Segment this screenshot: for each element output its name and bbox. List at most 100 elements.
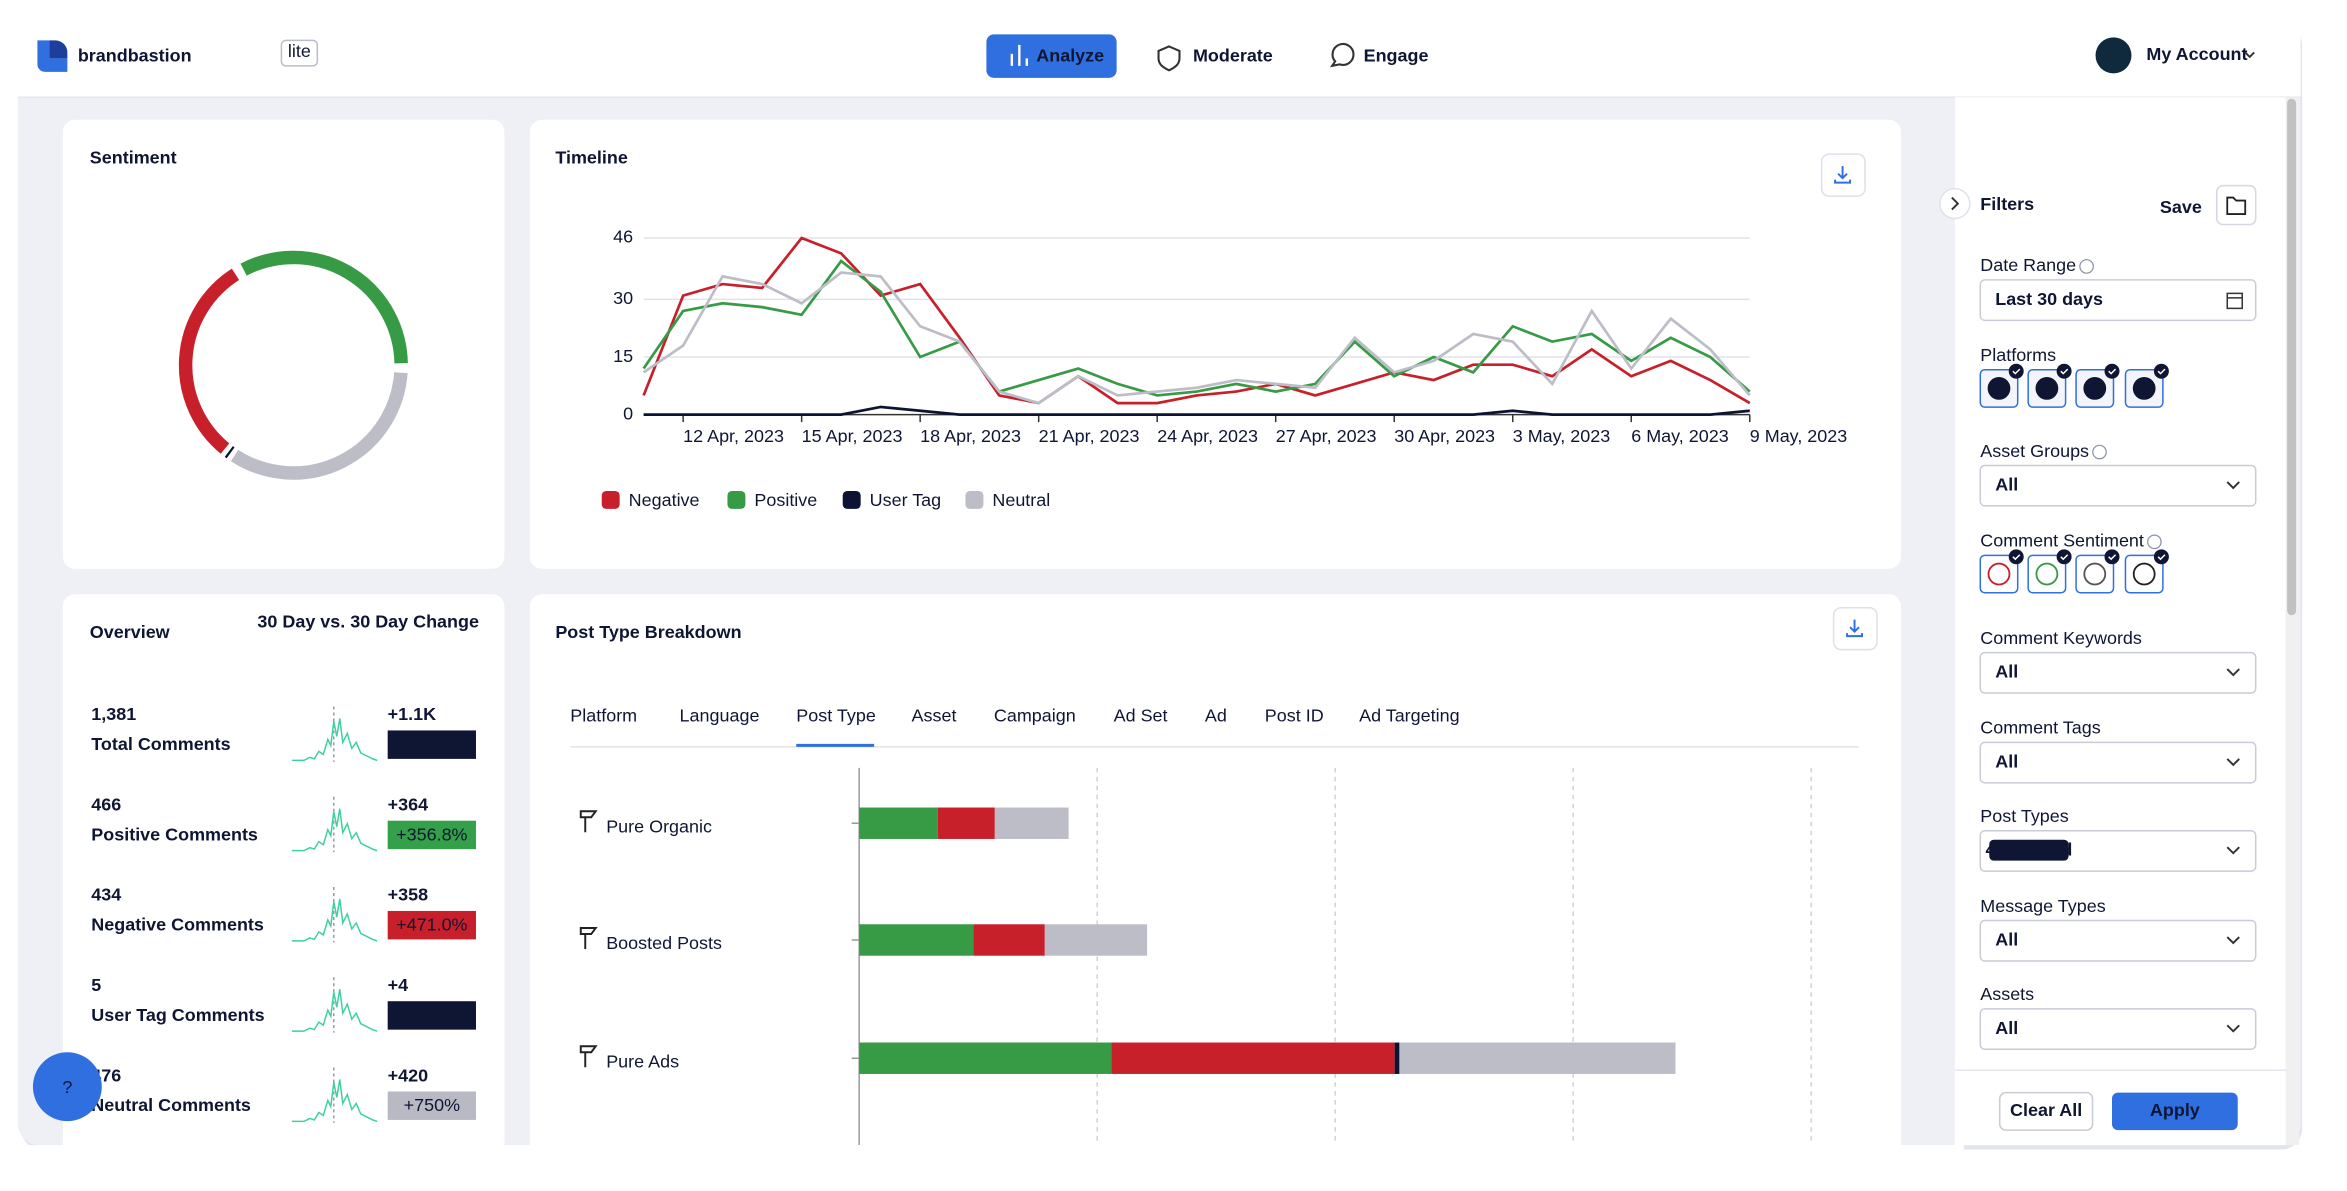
stat-label: Neutral Comments xyxy=(91,1095,251,1115)
legend-swatch xyxy=(842,490,861,509)
breakdown-tab[interactable]: Ad Set xyxy=(1114,706,1168,726)
option-check xyxy=(2104,549,2120,565)
sparkline xyxy=(291,808,378,852)
legend-swatch xyxy=(601,490,620,509)
folder-btn[interactable] xyxy=(2216,184,2257,226)
bar-segment xyxy=(859,807,938,839)
option-toggle[interactable] xyxy=(2027,554,2067,594)
nav-tab[interactable]: Analyze xyxy=(1036,46,1104,66)
field-label: Comment Keywords xyxy=(1980,628,2142,648)
stat-value: 434 xyxy=(91,885,121,905)
filters-panel xyxy=(1954,97,2286,1146)
stat-value: 5 xyxy=(91,975,101,995)
breakdown-tab[interactable]: Campaign xyxy=(994,706,1076,726)
field-label: Post Types xyxy=(1980,806,2069,826)
post-icon xyxy=(579,1045,598,1068)
breakdown-tab[interactable]: Ad xyxy=(1205,706,1227,726)
help-button[interactable] xyxy=(32,1052,102,1122)
breakdown-tab[interactable]: Platform xyxy=(570,706,637,726)
stat-change: +364 xyxy=(388,794,428,814)
check xyxy=(2012,554,2021,561)
collapse-btn[interactable] xyxy=(1939,187,1971,220)
clear-btn[interactable] xyxy=(1998,1091,2094,1131)
bar-segment xyxy=(937,807,995,839)
field-box[interactable] xyxy=(1979,919,2257,962)
help-icon xyxy=(2147,534,2162,550)
field-label: Assets xyxy=(1980,984,2034,1004)
breakdown-tab[interactable]: Post Type xyxy=(796,706,876,726)
field-label: Platforms xyxy=(1980,345,2056,365)
option-toggle[interactable] xyxy=(1979,554,2019,594)
field-value: 4 selected xyxy=(1986,840,2073,860)
help-label[interactable]: ? xyxy=(62,1077,72,1097)
donut-segment xyxy=(230,372,408,480)
x-tick-label: 12 Apr, 2023 xyxy=(683,426,784,446)
breakdown-tab[interactable]: Post ID xyxy=(1265,706,1324,726)
stat-percent: +750% xyxy=(404,1095,460,1115)
check xyxy=(2060,554,2069,561)
option-icon xyxy=(2083,562,2107,586)
series-line xyxy=(642,259,1751,397)
pill xyxy=(1989,839,2069,861)
stat-percent: +471.0% xyxy=(396,915,467,935)
tab-icon xyxy=(1010,44,1029,66)
card-title: Post Type Breakdown xyxy=(555,622,741,642)
logo: brandbastion xyxy=(78,46,192,66)
option-icon xyxy=(2035,562,2059,586)
help-icon xyxy=(2079,259,2094,274)
bar-segment xyxy=(994,807,1069,839)
field-box[interactable] xyxy=(1979,741,2257,784)
post-icon xyxy=(579,927,598,949)
chevron xyxy=(2226,481,2240,490)
x-tick-label: 3 May, 2023 xyxy=(1513,426,1610,446)
bar-segment xyxy=(1111,1042,1395,1074)
x-tick-label: 6 May, 2023 xyxy=(1631,426,1728,446)
field-value: All xyxy=(1995,474,2018,494)
bar-segment xyxy=(859,924,974,956)
nav-tab[interactable]: Engage xyxy=(1364,46,1429,66)
field-label: Date Range xyxy=(1980,255,2076,275)
series-line xyxy=(642,236,1751,405)
field-label: Message Types xyxy=(1980,896,2105,916)
account[interactable]: My Account xyxy=(2146,44,2247,64)
check xyxy=(2157,368,2166,375)
stat-percent: +400% xyxy=(404,1005,460,1025)
sparkline xyxy=(291,898,378,942)
bar-segment xyxy=(1399,1042,1676,1074)
legend-label: Negative xyxy=(629,490,700,510)
option-check xyxy=(2153,549,2169,565)
stat-percent: +356.8% xyxy=(396,824,467,844)
stat-label: User Tag Comments xyxy=(91,1005,264,1025)
x-tick-label: 21 Apr, 2023 xyxy=(1039,426,1140,446)
stat-label: Negative Comments xyxy=(91,915,264,935)
stat-badge xyxy=(387,730,476,759)
post-icon xyxy=(579,810,598,833)
apply-btn[interactable] xyxy=(2111,1092,2238,1131)
field-box[interactable] xyxy=(1979,1008,2257,1051)
save-link[interactable]: Save xyxy=(2160,197,2202,217)
option-icon xyxy=(2083,377,2107,400)
stat-change: +358 xyxy=(388,885,428,905)
clear-label[interactable]: Clear All xyxy=(2010,1100,2082,1120)
stat-badge xyxy=(387,820,476,850)
tab-icon xyxy=(1157,45,1181,72)
category-label: Pure Ads xyxy=(606,1051,679,1071)
field-box[interactable] xyxy=(1979,651,2257,694)
apply-label[interactable]: Apply xyxy=(2150,1100,2200,1120)
breakdown-tab[interactable]: Asset xyxy=(912,706,957,726)
chevron xyxy=(2226,1024,2240,1033)
breakdown-tab[interactable]: Ad Targeting xyxy=(1359,706,1459,726)
stat-label: Total Comments xyxy=(91,734,230,754)
field-box[interactable] xyxy=(1979,279,2257,322)
option-toggle[interactable] xyxy=(2124,554,2164,594)
bar-segment xyxy=(973,924,1045,956)
legend-label: Positive xyxy=(754,490,817,510)
field-box[interactable] xyxy=(1979,464,2257,507)
option-toggle[interactable] xyxy=(2075,554,2115,594)
field-value: Last 30 days xyxy=(1995,289,2103,309)
download-icon xyxy=(1834,166,1852,184)
bar-segment xyxy=(1044,924,1148,956)
nav-tab[interactable]: Moderate xyxy=(1193,46,1273,66)
breakdown-tab[interactable]: Language xyxy=(680,706,760,726)
card xyxy=(62,594,505,1164)
